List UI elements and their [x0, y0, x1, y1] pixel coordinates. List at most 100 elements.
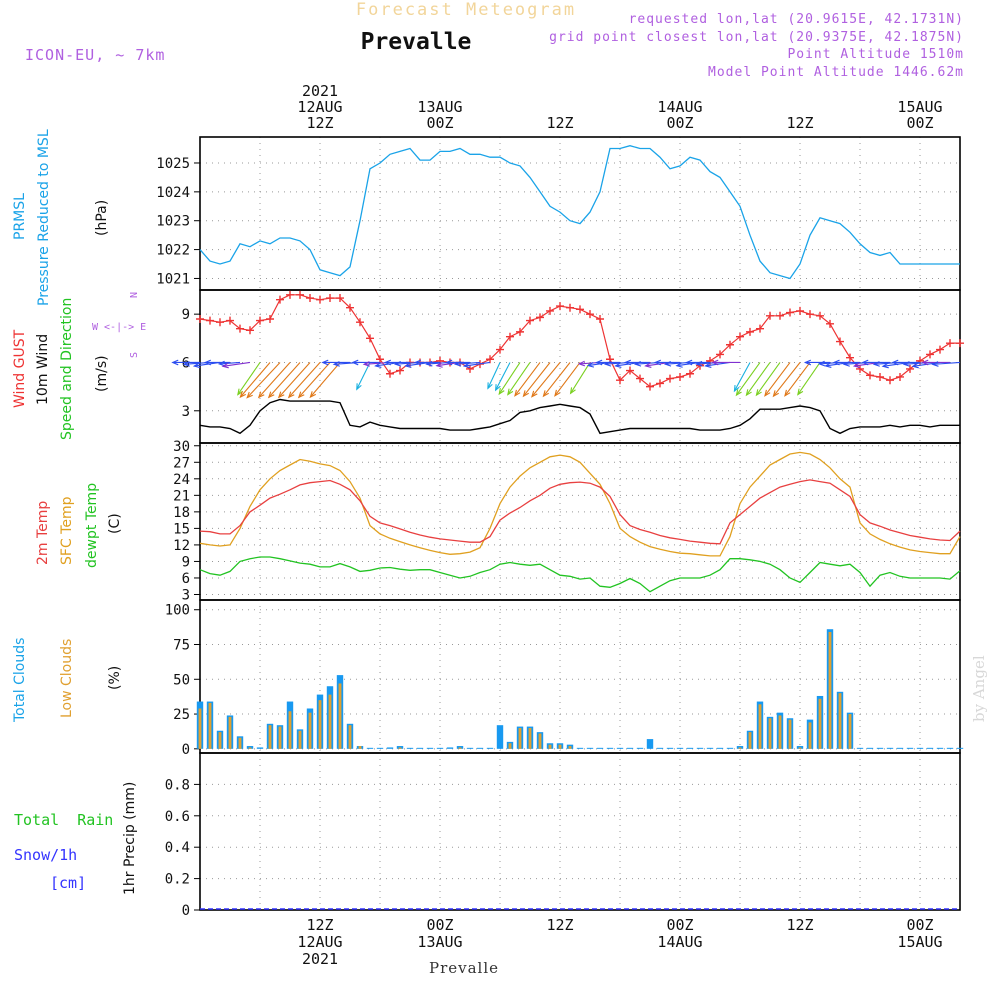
- wind-direction-arrow: [773, 362, 801, 397]
- wind-arrow-head: [695, 360, 703, 367]
- total-cloud-bar: [576, 747, 584, 749]
- gust-marker: [246, 326, 254, 335]
- total-cloud-bar: [886, 747, 894, 749]
- wind-panel: Wind GUST 10m Wind Speed and Direction (…: [12, 289, 964, 444]
- temp-ytick-label: 30: [173, 439, 190, 455]
- total-cloud-bar: [486, 747, 494, 749]
- total-cloud-bar: [856, 747, 864, 749]
- temp-ytick-label: 9: [182, 554, 190, 570]
- total-cloud-bar: [726, 747, 734, 749]
- bottom-time-label: 00Z: [666, 916, 693, 934]
- wind-direction-arrow: [298, 362, 331, 398]
- gust-marker: [676, 372, 684, 381]
- clouds-ytick-label: 50: [173, 672, 190, 688]
- gust-marker: [756, 324, 764, 333]
- temp-ytick-label: 15: [173, 521, 190, 537]
- wind-arrow-head: [374, 362, 382, 368]
- wind-arrow-head: [711, 359, 719, 366]
- total-cloud-bar: [686, 747, 694, 749]
- wind-direction-arrow: [531, 362, 561, 397]
- gust-marker: [646, 382, 654, 391]
- low-cloud-bar: [248, 747, 252, 749]
- temp-ytick-label: 24: [173, 472, 190, 488]
- low-cloud-bar: [338, 683, 342, 749]
- gust-marker: [486, 355, 494, 364]
- gust-marker: [366, 334, 374, 343]
- wind-direction-arrow: [487, 362, 501, 389]
- wind-arrow-head: [267, 391, 275, 399]
- total-cloud-bar: [956, 747, 964, 749]
- total-cloud-bar: [596, 747, 604, 749]
- wind-direction-arrow: [246, 362, 281, 399]
- pressure-label-msl: Pressure Reduced to MSL: [36, 129, 52, 306]
- wind-arrow-head: [735, 389, 742, 397]
- wind-arrow-head: [745, 389, 752, 397]
- wind-arrow-head: [321, 359, 329, 366]
- wind-arrow-head: [425, 360, 433, 367]
- temp-ytick-label: 6: [182, 571, 190, 587]
- temp-ytick-label: 27: [173, 455, 190, 471]
- total-cloud-bar: [866, 747, 874, 749]
- wind-direction-arrow: [222, 361, 251, 367]
- total-cloud-bar: [256, 747, 264, 749]
- clouds-ytick-label: 100: [165, 603, 190, 619]
- clouds-ytick-label: 25: [173, 707, 190, 723]
- wind-direction-arrow: [570, 362, 591, 394]
- wind-arrow-head: [171, 359, 179, 366]
- wind-arrow-head: [586, 361, 595, 368]
- gust-marker: [666, 374, 674, 383]
- wind-arrow-head: [842, 361, 850, 367]
- low-cloud-bar: [848, 714, 852, 749]
- total-clouds-label: Total Clouds: [12, 638, 28, 723]
- low-cloud-bar: [328, 694, 332, 749]
- total-cloud-bar: [696, 747, 704, 749]
- gust-marker: [626, 366, 634, 375]
- gust-marker: [776, 311, 784, 320]
- chart-title: Forecast Meteogram: [356, 0, 576, 20]
- total-cloud-bar: [466, 747, 474, 749]
- wind-arrow-head: [817, 360, 826, 367]
- gust-marker: [276, 295, 284, 304]
- gust-marker: [846, 353, 854, 362]
- bottom-time-label: 15AUG: [897, 933, 942, 951]
- precip-panel: Total Rain Snow/1h [cm] 1hr Precip (mm) …: [14, 752, 961, 919]
- gust-marker: [596, 314, 604, 323]
- gust-marker: [216, 318, 224, 327]
- total-cloud-bar: [446, 747, 454, 749]
- total-cloud-bar: [716, 747, 724, 749]
- compass-we: W <-|-> E: [92, 322, 146, 333]
- total-cloud-bar: [436, 747, 444, 749]
- info-point-altitude: Point Altitude 1510m: [787, 47, 964, 62]
- wind-arrow-head: [277, 391, 285, 399]
- wind-direction-arrow: [543, 362, 571, 397]
- precip-ytick-label: 0.4: [165, 840, 190, 856]
- wind-arrow-head: [494, 384, 501, 392]
- clouds-panel: Total Clouds Low Clouds (%) 0 25 50 75 100: [12, 599, 964, 758]
- total-cloud-bar: [926, 747, 934, 749]
- low-cloud-bar: [398, 747, 402, 749]
- precip-ytick-label: 0: [182, 903, 190, 919]
- top-time-label: 12Z: [546, 114, 573, 132]
- temp-2m-label: 2m Temp: [35, 501, 51, 565]
- gust-marker: [356, 318, 364, 327]
- temp-ytick-label: 3: [182, 587, 190, 603]
- wind-arrow-head: [332, 361, 340, 367]
- wind-arrow-head: [542, 390, 549, 398]
- wind-direction-arrow: [219, 361, 241, 365]
- total-cloud-bar: [406, 747, 414, 749]
- top-time-label: 15AUG: [897, 98, 942, 116]
- low-cloud-bar: [198, 708, 202, 749]
- wind-direction-arrow: [784, 362, 811, 397]
- wind-gust-label: Wind GUST: [12, 329, 28, 408]
- wind-direction-arrow: [375, 361, 401, 367]
- wind-direction-arrow: [554, 362, 581, 397]
- snow-label: Snow/1h: [14, 846, 77, 864]
- wind10m-line: [199, 398, 960, 435]
- wind-direction-arrow: [797, 362, 821, 395]
- total-cloud-bar: [586, 747, 594, 749]
- pressure-label-prmsl: PRMSL: [12, 193, 28, 240]
- pressure-frame: [199, 136, 961, 291]
- gust-marker: [396, 366, 404, 375]
